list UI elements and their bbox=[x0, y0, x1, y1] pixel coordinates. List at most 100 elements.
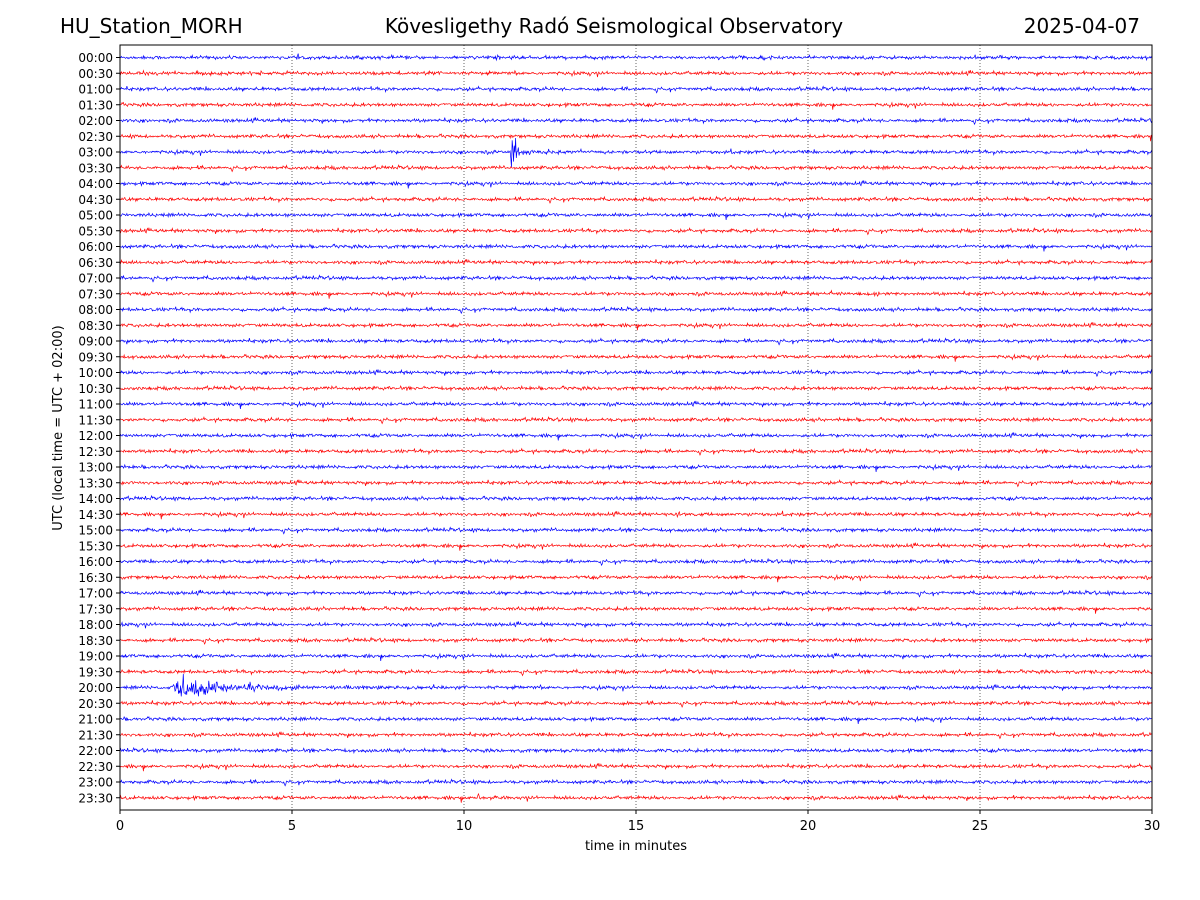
y-tick-label: 03:30 bbox=[78, 161, 113, 175]
x-tick-label: 10 bbox=[456, 819, 473, 834]
x-tick-label: 20 bbox=[800, 819, 817, 834]
trace-0900 bbox=[119, 337, 1153, 346]
x-tick-label: 30 bbox=[1144, 819, 1161, 834]
station-name: HU_Station_MORH bbox=[60, 14, 243, 38]
y-tick-label: 21:30 bbox=[78, 728, 113, 742]
trace-2300 bbox=[119, 778, 1153, 787]
trace-1200 bbox=[119, 431, 1153, 441]
trace-1400 bbox=[119, 494, 1153, 503]
trace-1430 bbox=[119, 510, 1153, 520]
y-tick-label: 01:30 bbox=[78, 98, 113, 112]
y-tick-label: 20:30 bbox=[78, 697, 113, 711]
y-tick-label: 23:00 bbox=[78, 776, 113, 790]
y-tick-label: 13:00 bbox=[78, 461, 113, 475]
y-tick-label: 05:00 bbox=[78, 209, 113, 223]
trace-0500 bbox=[119, 211, 1153, 220]
y-tick-label: 06:00 bbox=[78, 240, 113, 254]
y-tick-label: 19:00 bbox=[78, 650, 113, 664]
y-tick-label: 09:00 bbox=[78, 335, 113, 349]
trace-2100 bbox=[119, 715, 1153, 724]
trace-2230 bbox=[119, 762, 1153, 772]
trace-0600 bbox=[119, 243, 1153, 252]
x-tick-label: 15 bbox=[628, 819, 645, 834]
y-tick-label: 04:00 bbox=[78, 177, 113, 191]
y-tick-label: 01:00 bbox=[78, 83, 113, 97]
y-tick-label: 10:30 bbox=[78, 382, 113, 396]
trace-2130 bbox=[119, 731, 1153, 740]
trace-0400 bbox=[119, 179, 1153, 189]
y-tick-label: 16:00 bbox=[78, 555, 113, 569]
trace-1500 bbox=[119, 526, 1153, 535]
y-tick-label: 21:00 bbox=[78, 713, 113, 727]
trace-0030 bbox=[119, 69, 1153, 78]
trace-0630 bbox=[119, 258, 1153, 267]
y-tick-label: 20:00 bbox=[78, 681, 113, 695]
trace-1530 bbox=[119, 542, 1153, 551]
y-tick-label: 13:30 bbox=[78, 476, 113, 490]
trace-0300 bbox=[119, 138, 1153, 168]
y-tick-label: 00:30 bbox=[78, 67, 113, 81]
y-tick-label: 00:00 bbox=[78, 51, 113, 65]
y-tick-label: 04:30 bbox=[78, 193, 113, 207]
trace-1730 bbox=[119, 605, 1153, 614]
trace-0430 bbox=[119, 195, 1153, 204]
y-tick-label: 02:00 bbox=[78, 114, 113, 128]
trace-1600 bbox=[119, 557, 1153, 567]
y-tick-label: 14:00 bbox=[78, 492, 113, 506]
y-tick-label: 14:30 bbox=[78, 508, 113, 522]
y-tick-label: 08:30 bbox=[78, 319, 113, 333]
y-tick-label: 17:30 bbox=[78, 602, 113, 616]
y-tick-label: 09:30 bbox=[78, 350, 113, 364]
y-tick-label: 15:30 bbox=[78, 539, 113, 553]
trace-0230 bbox=[119, 132, 1153, 142]
trace-1100 bbox=[119, 400, 1153, 409]
trace-0830 bbox=[119, 321, 1153, 331]
trace-2330 bbox=[119, 792, 1153, 803]
y-tick-label: 07:00 bbox=[78, 272, 113, 286]
seismogram-traces bbox=[119, 53, 1153, 803]
trace-2030 bbox=[119, 699, 1153, 708]
grid-lines bbox=[291, 45, 981, 810]
trace-1830 bbox=[119, 636, 1153, 645]
trace-2000 bbox=[119, 674, 1153, 697]
x-axis-label: time in minutes bbox=[585, 839, 687, 854]
trace-0200 bbox=[119, 116, 1153, 126]
x-tick-label: 25 bbox=[972, 819, 989, 834]
y-tick-label: 02:30 bbox=[78, 130, 113, 144]
trace-2200 bbox=[119, 746, 1153, 755]
trace-1130 bbox=[119, 416, 1153, 425]
y-tick-label: 11:00 bbox=[78, 398, 113, 412]
trace-1930 bbox=[119, 668, 1153, 677]
trace-1000 bbox=[119, 368, 1153, 378]
trace-1330 bbox=[119, 479, 1153, 488]
trace-1030 bbox=[119, 384, 1153, 392]
y-tick-label: 18:30 bbox=[78, 634, 113, 648]
trace-1800 bbox=[119, 620, 1153, 629]
trace-1900 bbox=[119, 652, 1153, 661]
trace-0330 bbox=[119, 164, 1153, 173]
trace-1700 bbox=[119, 589, 1153, 598]
x-tick-label: 0 bbox=[116, 819, 124, 834]
y-tick-label: 19:30 bbox=[78, 665, 113, 679]
y-tick-label: 12:30 bbox=[78, 445, 113, 459]
x-tick-label: 5 bbox=[288, 819, 296, 834]
trace-0730 bbox=[119, 289, 1153, 299]
trace-1300 bbox=[119, 463, 1153, 472]
x-axis-ticks: 0 5 10 15 20 25 30 bbox=[116, 810, 1160, 834]
y-tick-label: 22:30 bbox=[78, 760, 113, 774]
y-tick-label: 22:00 bbox=[78, 744, 113, 758]
y-tick-label: 06:30 bbox=[78, 256, 113, 270]
trace-1630 bbox=[119, 573, 1153, 583]
y-tick-label: 03:00 bbox=[78, 146, 113, 160]
trace-0930 bbox=[119, 353, 1153, 362]
trace-0000 bbox=[119, 53, 1153, 62]
y-tick-label: 17:00 bbox=[78, 587, 113, 601]
record-date: 2025-04-07 bbox=[1023, 14, 1140, 38]
y-tick-label: 23:30 bbox=[78, 791, 113, 805]
y-tick-label: 18:00 bbox=[78, 618, 113, 632]
observatory-title: Kövesligethy Radó Seismological Observat… bbox=[384, 14, 844, 38]
y-tick-label: 12:00 bbox=[78, 429, 113, 443]
trace-0530 bbox=[119, 227, 1153, 236]
trace-0800 bbox=[119, 305, 1153, 315]
